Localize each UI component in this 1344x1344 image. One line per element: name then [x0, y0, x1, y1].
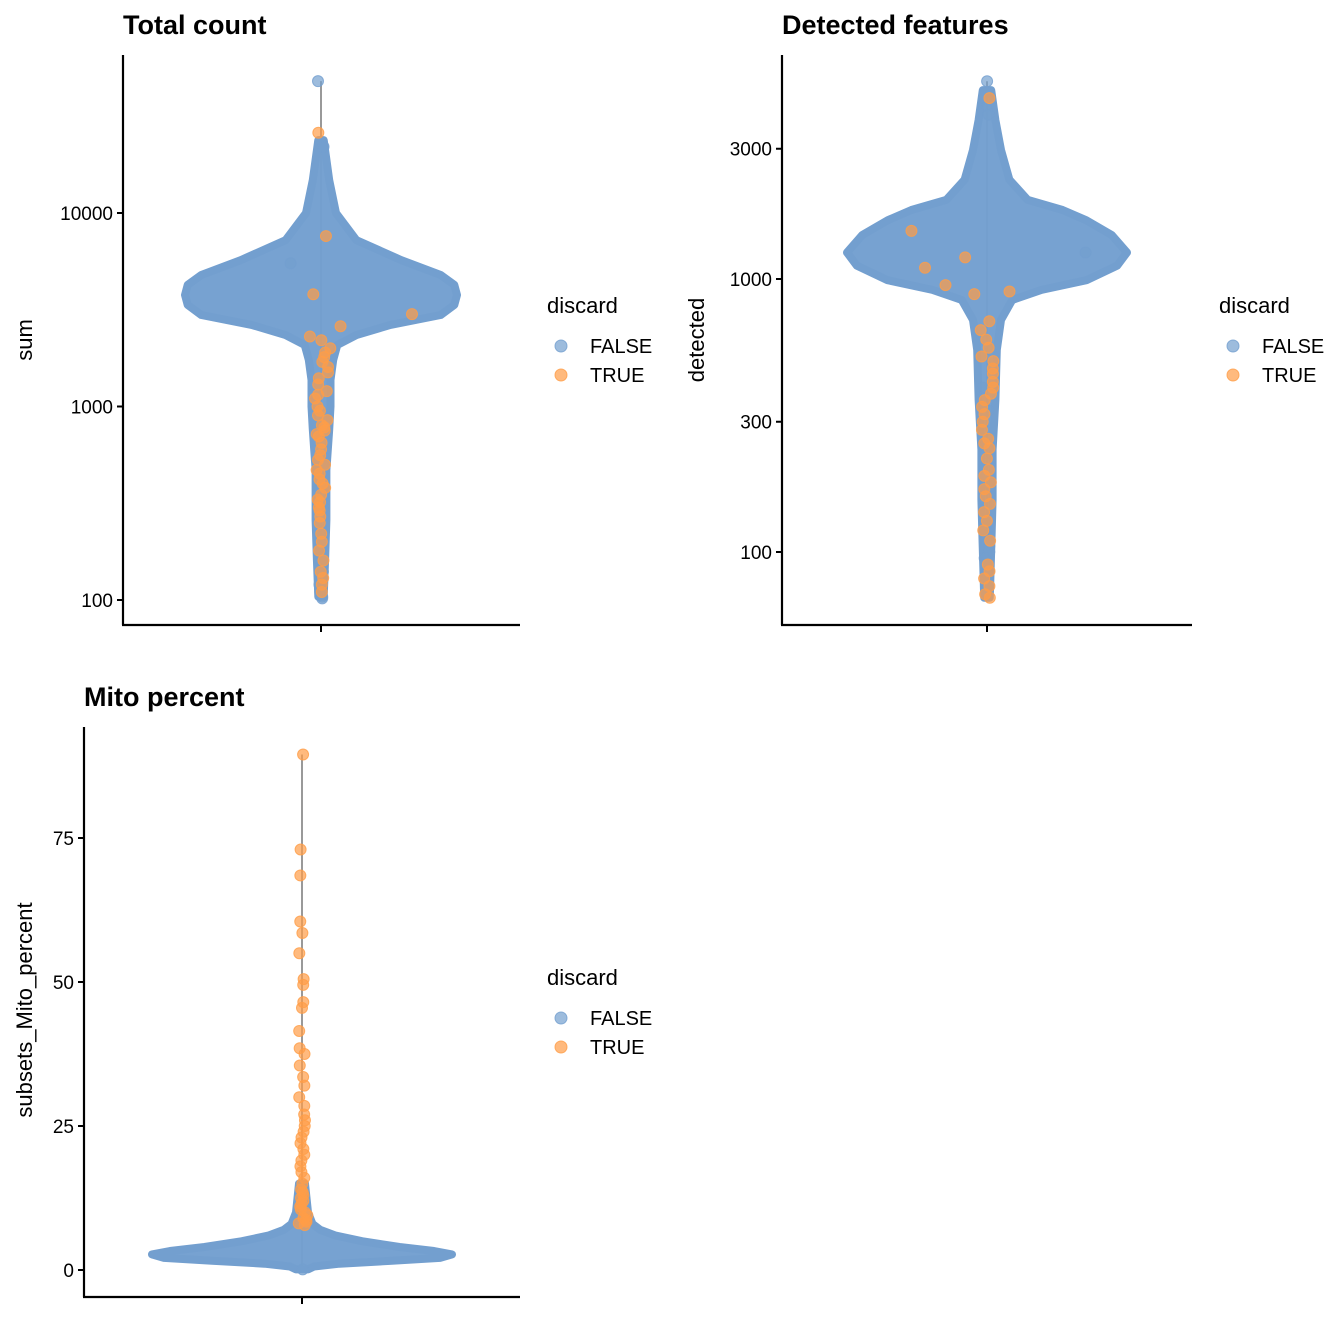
point-true — [295, 1001, 308, 1014]
point-true — [405, 308, 418, 321]
y-axis-label: subsets_Mito_percent — [12, 902, 37, 1117]
point-true — [313, 544, 326, 557]
legend: discard FALSE TRUE — [1219, 293, 1324, 387]
point-true — [984, 534, 997, 547]
legend-title: discard — [547, 293, 618, 318]
point-false — [312, 75, 325, 88]
point-true — [303, 330, 316, 343]
y-tick-label: 0 — [63, 1261, 74, 1282]
point-true — [982, 341, 995, 354]
point-true — [298, 1048, 311, 1060]
point-true — [974, 324, 987, 337]
legend-title: discard — [1219, 293, 1290, 318]
panel-title: Detected features — [782, 10, 1009, 40]
point-true — [315, 334, 328, 347]
legend-key-true — [1226, 368, 1240, 382]
point-true — [334, 320, 347, 333]
panel-title: Mito percent — [84, 682, 245, 712]
legend-label-true: TRUE — [590, 1037, 644, 1059]
point-true — [983, 442, 996, 455]
y-tick-label: 1000 — [730, 270, 772, 291]
point-false — [296, 1263, 309, 1276]
point-false — [981, 75, 994, 88]
legend-key-false — [554, 339, 568, 353]
panel-2: Detected features detected 100 300 1000 3000 d… — [684, 10, 1324, 632]
legend-key-false — [1226, 339, 1240, 353]
point-true — [294, 843, 307, 856]
y-tick-label: 25 — [53, 1117, 74, 1138]
panel-title: Total count — [123, 10, 266, 40]
panel-3: Mito percent subsets_Mito_percent 0 25 50 75 d… — [12, 682, 652, 1304]
point-true — [939, 279, 952, 292]
point-true — [293, 1024, 306, 1037]
point-false — [982, 108, 995, 121]
point-true — [968, 288, 981, 301]
point-true — [1003, 285, 1016, 298]
point-true — [980, 452, 993, 465]
point-true — [313, 516, 326, 529]
y-tick-label: 3000 — [730, 140, 772, 161]
point-true — [298, 1079, 311, 1092]
point-false — [284, 257, 297, 270]
point-true — [977, 524, 990, 537]
legend-key-true — [554, 1040, 568, 1054]
legend-key-false — [554, 1011, 568, 1025]
point-true — [983, 315, 996, 328]
point-true — [294, 869, 307, 882]
legend-label-false: FALSE — [1262, 336, 1324, 358]
point-true — [975, 350, 988, 363]
y-tick-label: 100 — [81, 591, 113, 612]
legend-title: discard — [547, 965, 618, 990]
legend: discard FALSE TRUE — [547, 965, 652, 1059]
point-true — [317, 554, 330, 567]
point-true — [983, 92, 996, 105]
panel-1: Total count sum 100 1000 10000 discard FALSE TR… — [12, 10, 652, 632]
point-true — [293, 947, 306, 960]
legend: discard FALSE TRUE — [547, 293, 652, 387]
point-true — [321, 366, 334, 379]
point-true — [983, 591, 996, 604]
y-tick-label: 50 — [53, 973, 74, 994]
point-true — [298, 1219, 311, 1232]
point-true — [297, 978, 310, 991]
point-false — [1079, 246, 1092, 259]
point-true — [983, 497, 996, 510]
legend-key-true — [554, 368, 568, 382]
y-axis-label: detected — [684, 298, 709, 382]
point-true — [919, 261, 932, 274]
point-true — [293, 1059, 306, 1072]
point-true — [296, 927, 309, 940]
y-tick-label: 75 — [53, 829, 74, 850]
point-true — [319, 230, 332, 243]
legend-label-false: FALSE — [590, 336, 652, 358]
point-false — [317, 140, 330, 153]
y-tick-label: 300 — [740, 413, 772, 434]
y-tick-label: 10000 — [60, 204, 113, 225]
y-tick-label: 100 — [740, 543, 772, 564]
point-true — [315, 585, 328, 598]
point-true — [959, 251, 972, 264]
point-true — [312, 126, 325, 139]
point-true — [297, 748, 310, 761]
legend-label-true: TRUE — [1262, 365, 1316, 387]
point-true — [294, 915, 307, 928]
y-tick-label: 1000 — [71, 398, 113, 419]
legend-label-false: FALSE — [590, 1008, 652, 1030]
point-true — [905, 224, 918, 237]
legend-label-true: TRUE — [590, 365, 644, 387]
point-true — [307, 288, 320, 301]
y-axis-label: sum — [12, 319, 37, 361]
point-true — [975, 423, 988, 436]
